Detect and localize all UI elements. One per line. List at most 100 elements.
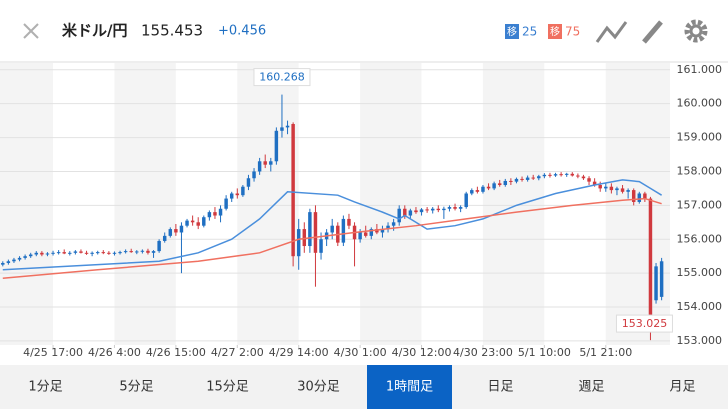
ma-line (2, 179, 663, 271)
candle-body (587, 178, 591, 182)
x-tick-label: 4/30 1:00 (334, 346, 387, 359)
candle-body (386, 225, 390, 230)
candle-body (430, 208, 435, 211)
ma-line (2, 197, 662, 279)
candle-body (185, 220, 189, 226)
candle-body (486, 186, 491, 189)
candle-body (140, 250, 145, 252)
candle-body (17, 257, 22, 260)
candle-body (179, 225, 184, 233)
ma-badge (548, 24, 562, 39)
candle-body (34, 252, 39, 255)
candle-body (436, 208, 441, 211)
candle-body (146, 250, 150, 253)
candle-body (391, 222, 396, 226)
line-icon[interactable] (595, 21, 628, 43)
candle-body (520, 178, 524, 180)
bg-stripe (482, 63, 545, 345)
tab[interactable]: 15分足 (206, 380, 249, 395)
candle-body (263, 161, 267, 165)
candle-body (481, 186, 485, 192)
candle-body (1, 262, 5, 265)
candle-body (347, 218, 351, 226)
bg-stripe (544, 63, 606, 345)
candle-body (380, 229, 385, 233)
close-icon[interactable] (23, 23, 39, 39)
y-tick-label: 153.000 (677, 334, 723, 347)
candle-body (190, 220, 195, 223)
candle-body (542, 174, 547, 177)
candle-body (631, 190, 636, 202)
candle-body (559, 174, 563, 176)
tab[interactable]: 日足 (487, 380, 513, 395)
high-label-box (253, 68, 311, 87)
candle-body (403, 208, 407, 216)
bg-stripe (237, 63, 299, 345)
gear-icon[interactable] (684, 19, 708, 43)
x-tick-label: 5/1 10:00 (518, 346, 571, 359)
candle-body (637, 193, 642, 202)
candle-body (648, 198, 653, 318)
candle-body (341, 218, 346, 243)
candle-body (319, 239, 323, 253)
x-tick-label: 4/26 15:00 (146, 346, 206, 359)
change: +0.456 (218, 24, 266, 39)
tab[interactable]: 5分足 (119, 380, 153, 395)
candle-body (525, 177, 530, 180)
tab[interactable]: 30分足 (297, 380, 340, 395)
candle-body (174, 229, 178, 233)
candle-body (330, 225, 334, 233)
candle-body (553, 174, 558, 176)
candle-body (6, 261, 11, 263)
y-tick-label: 156.000 (677, 232, 723, 245)
candle-body (12, 259, 16, 262)
axis-panel (670, 63, 728, 345)
x-tick-label: 4/25 17:00 (23, 346, 83, 359)
candle-body (592, 181, 597, 186)
candle-body (375, 229, 379, 233)
pen-icon[interactable] (642, 20, 663, 44)
candle-body (202, 217, 206, 226)
candle-body (620, 188, 625, 192)
candle-body (570, 173, 575, 176)
candle-body (68, 252, 72, 254)
x-tick-label: 4/30 23:00 (453, 346, 513, 359)
candle-body (615, 188, 619, 191)
candle-body (162, 235, 167, 241)
y-tick-label: 158.000 (677, 164, 723, 177)
candle-body (79, 251, 83, 253)
bg-stripe (53, 63, 115, 345)
candle-body (207, 212, 212, 218)
tab[interactable]: 1時間足 (386, 380, 433, 395)
bg-stripe (605, 63, 670, 345)
ma-legend: 75 (565, 25, 580, 39)
candle-body (447, 207, 452, 209)
candle-body (257, 161, 262, 172)
tab[interactable]: 週足 (578, 380, 604, 395)
candle-body (643, 193, 647, 199)
ma-legend: 25 (522, 25, 537, 39)
tab[interactable]: 月足 (669, 380, 695, 395)
ma-badge (505, 24, 519, 39)
candle-body (458, 207, 463, 209)
candle-body (470, 190, 474, 194)
candle-body (112, 252, 117, 254)
candle-body (269, 161, 273, 165)
tab-bar (0, 365, 728, 409)
candle-body (90, 252, 94, 254)
tab[interactable]: 1分足 (28, 380, 62, 395)
candle-body (229, 193, 234, 199)
candle-body (475, 190, 480, 192)
candle-body (492, 183, 496, 189)
candle-body (196, 222, 200, 226)
candle-body (45, 253, 50, 255)
candle-body (509, 180, 513, 182)
bg-stripe (175, 63, 238, 345)
candle-body (514, 178, 519, 182)
candle-body (51, 252, 55, 254)
candle-body (414, 210, 418, 213)
bg-stripe (421, 63, 483, 345)
pair-title: 米ドル/円 (62, 22, 127, 40)
candle-body (235, 193, 240, 196)
